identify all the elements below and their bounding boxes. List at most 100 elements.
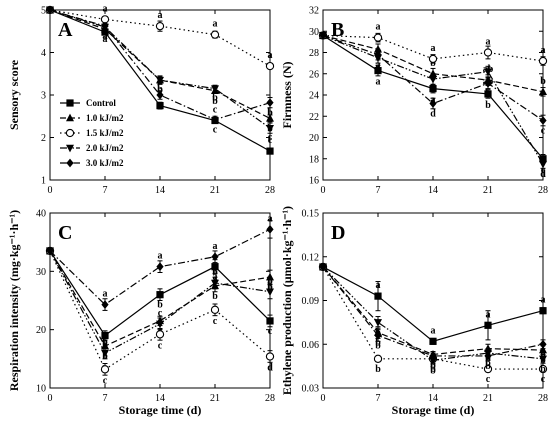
data-point-marker [211,279,219,288]
y-tick-label: 20 [309,133,319,144]
data-point-marker [484,68,492,77]
data-point-marker [266,272,274,281]
data-point-marker [374,331,382,340]
series-line [322,266,544,361]
data-point-marker [483,364,493,374]
data-point-marker [156,320,164,329]
data-point-marker [484,78,492,88]
data-point-marker [210,305,220,314]
x-tick-label: 14 [155,185,165,196]
significance-label: a [268,213,273,224]
significance-label: a [376,63,381,74]
data-point-marker [266,224,274,234]
significance-label: c [213,105,218,116]
data-point-marker [265,352,275,361]
legend-label: 2.0 kJ/m2 [86,143,124,153]
significance-label: a [431,43,436,54]
series-square: a a a a [319,263,547,345]
significance-label: a [103,31,108,42]
series-diamond: a a a a [46,213,274,311]
y-axis-title: Ethylene production (μmol·kg⁻¹·h⁻¹) [280,206,294,395]
data-point-marker [374,319,382,327]
significance-label: c [541,374,546,385]
series-line [49,9,271,119]
data-point-marker [539,355,547,364]
data-point-marker [265,61,275,71]
significance-label: a [103,3,108,14]
y-tick-label: 2 [41,133,46,144]
significance-label: b [430,361,436,372]
data-point-marker [373,33,383,42]
data-point-marker [266,124,274,133]
data-point-marker [539,339,547,349]
legend-marker [66,99,74,107]
x-tick-label: 14 [428,393,438,404]
data-point-marker [211,85,219,94]
y-tick-label: 30 [309,27,319,38]
data-point-marker [46,5,54,15]
significance-label: d [430,109,436,120]
x-tick-label: 21 [210,393,220,404]
series-line [322,266,544,357]
series-circle-open: a a a a [45,3,275,71]
panel-label: D [331,222,345,244]
data-point-marker [538,56,548,66]
legend: Control 1.0 kJ/m2 1.5 kJ/m2 2.0 kJ/m2 3.0 kJ… [60,98,124,168]
data-point-marker [538,364,548,374]
data-point-marker [211,263,219,271]
significance-label: b [212,96,218,107]
y-tick-label: 4 [41,48,46,59]
y-tick-label: 1 [41,176,46,187]
series-diamond: bb bb [319,262,547,372]
data-point-marker [539,87,547,96]
x-tick-label: 21 [483,393,493,404]
data-point-marker [156,90,164,100]
x-tick-label: 7 [103,393,108,404]
data-point-marker [266,98,274,108]
significance-label: c [213,125,218,136]
data-point-marker [484,351,492,361]
legend-label: 1.5 kJ/m2 [86,128,124,138]
data-point-marker [155,330,165,339]
x-tick-label: 21 [483,185,493,196]
x-tick-label: 21 [210,185,220,196]
significance-label: b [212,93,218,104]
data-point-marker [210,30,220,39]
significance-label: a [376,77,381,88]
data-point-marker [155,21,165,31]
data-point-marker [156,262,164,272]
y-tick-label: 0.15 [302,209,320,220]
significance-label: b [430,364,436,375]
data-point-marker [101,21,109,31]
significance-label: b [375,338,381,349]
significance-label: b [375,341,381,352]
data-point-marker [374,66,382,75]
significance-label: b [485,88,491,99]
x-tick-label: 28 [265,185,275,196]
y-tick-label: 28 [309,48,319,59]
data-point-marker [374,292,382,300]
significance-label: b [540,76,546,87]
data-point-marker [429,99,437,108]
data-point-marker [211,252,219,262]
panel-c: 10 20 30 40 0 7 14 21 28 Respiration intensity (m… [7,209,275,418]
data-point-marker [100,365,110,374]
significance-label: a [103,34,108,45]
significance-label: c [541,165,546,176]
significance-label: c [268,132,273,143]
y-tick-label: 32 [309,6,319,17]
y-tick-label: 24 [309,91,319,102]
data-point-marker [319,262,327,272]
data-point-marker [429,85,437,93]
significance-label: b [540,364,546,375]
significance-label: a [376,280,381,291]
data-point-marker [428,54,438,64]
x-tick-label: 28 [265,393,275,404]
panel-label: A [58,19,73,41]
x-tick-label: 0 [48,185,53,196]
significance-label: b [540,349,546,360]
data-point-marker [319,31,327,40]
significance-label: b [267,276,273,287]
series-line [322,34,544,62]
